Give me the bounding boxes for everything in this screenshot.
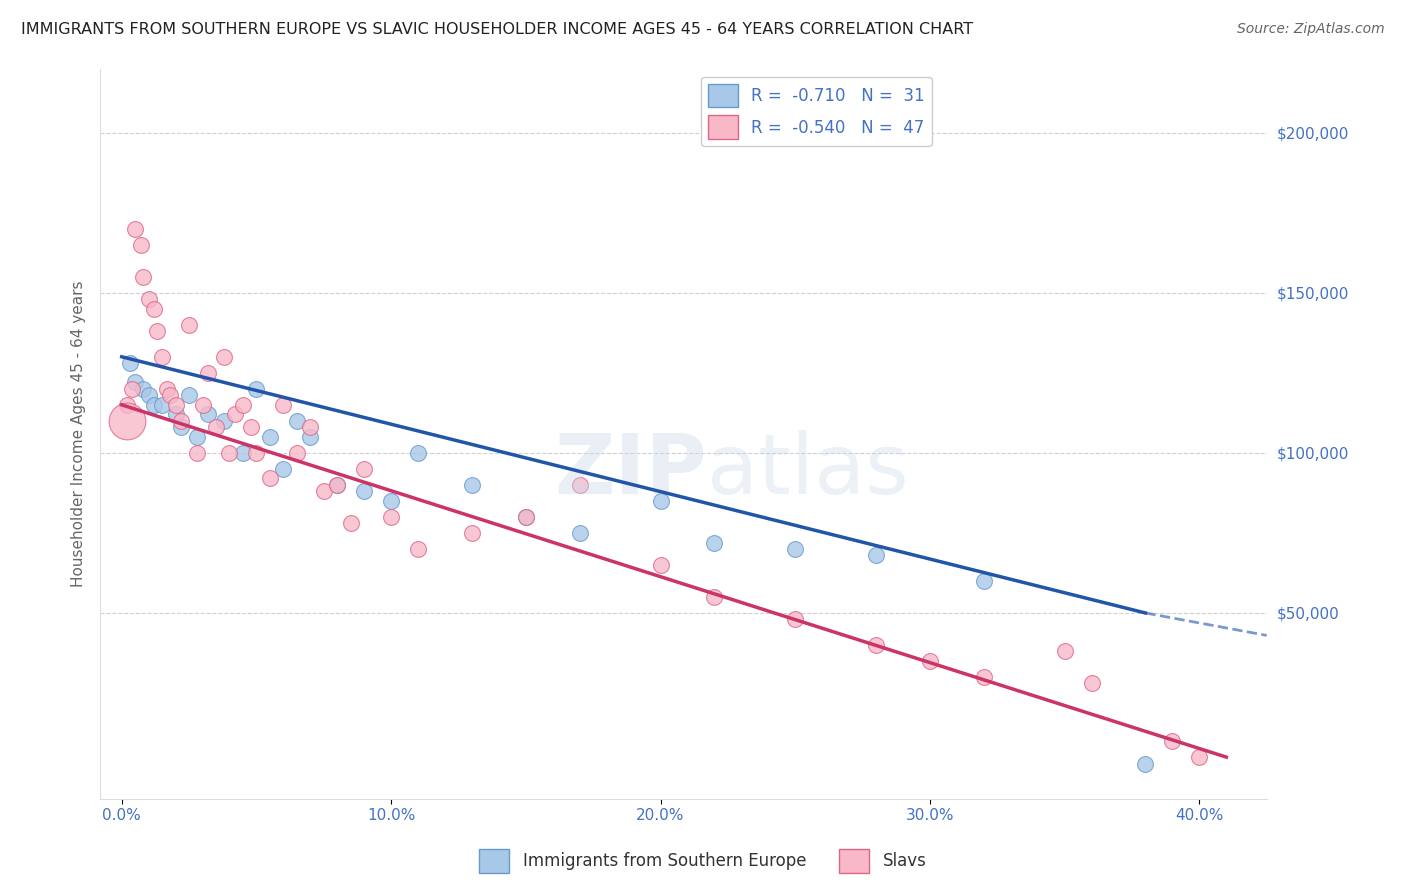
Point (124, 376, 146, 390)
Point (186, 430, 208, 444)
Point (353, 484, 375, 499)
Point (150, 398, 173, 412)
Text: Source: ZipAtlas.com: Source: ZipAtlas.com (1237, 22, 1385, 37)
Text: IMMIGRANTS FROM SOUTHERN EUROPE VS SLAVIC HOUSEHOLDER INCOME AGES 45 - 64 YEARS : IMMIGRANTS FROM SOUTHERN EUROPE VS SLAVI… (21, 22, 973, 37)
Point (129, 237, 152, 252)
Point (1161, 734, 1184, 748)
Point (865, 549, 887, 563)
Point (165, 398, 187, 412)
Point (156, 382, 179, 396)
Point (703, 590, 725, 604)
Point (353, 462, 375, 476)
Point (973, 670, 995, 684)
Point (326, 478, 349, 492)
Point (245, 382, 267, 396)
Point (118, 356, 141, 370)
Point (240, 420, 263, 434)
Point (406, 446, 429, 460)
Point (865, 638, 887, 652)
Point (259, 471, 281, 485)
Point (212, 414, 235, 428)
Point (150, 350, 173, 364)
Point (650, 494, 672, 508)
Point (461, 478, 484, 492)
Point (145, 324, 167, 338)
Legend: R =  -0.710   N =  31, R =  -0.540   N =  47: R = -0.710 N = 31, R = -0.540 N = 47 (702, 77, 932, 145)
Point (232, 446, 254, 460)
Point (232, 398, 254, 412)
Point (218, 446, 240, 460)
Point (212, 350, 235, 364)
Point (121, 382, 143, 396)
Y-axis label: Householder Income Ages 45 - 64 years: Householder Income Ages 45 - 64 years (72, 280, 86, 587)
Point (186, 446, 208, 460)
Point (259, 430, 281, 444)
Point (177, 318, 200, 332)
Point (205, 420, 228, 434)
Point (165, 408, 187, 422)
Point (650, 558, 672, 572)
Point (285, 446, 308, 460)
Point (1053, 644, 1076, 658)
Point (973, 574, 995, 588)
Point (299, 420, 322, 434)
Point (115, 414, 138, 428)
Point (191, 398, 214, 412)
Point (312, 484, 335, 499)
Point (132, 269, 155, 284)
Point (224, 408, 246, 422)
Point (197, 408, 219, 422)
Legend: Immigrants from Southern Europe, Slavs: Immigrants from Southern Europe, Slavs (472, 842, 934, 880)
Point (326, 478, 349, 492)
Point (299, 430, 322, 444)
Point (124, 221, 146, 235)
Point (197, 366, 219, 380)
Point (918, 654, 941, 668)
Point (170, 414, 193, 428)
Text: atlas: atlas (707, 430, 908, 510)
Point (568, 525, 591, 540)
Point (170, 420, 193, 434)
Point (245, 446, 267, 460)
Point (1080, 676, 1102, 690)
Point (380, 494, 402, 508)
Point (785, 541, 807, 556)
Point (785, 612, 807, 626)
Point (406, 541, 429, 556)
Point (273, 398, 295, 412)
Point (339, 516, 361, 531)
Point (132, 382, 155, 396)
Point (703, 535, 725, 549)
Point (159, 388, 181, 402)
Point (143, 398, 166, 412)
Point (380, 509, 402, 524)
Point (461, 525, 484, 540)
Text: ZIP: ZIP (554, 430, 707, 510)
Point (285, 414, 308, 428)
Point (1135, 756, 1157, 771)
Point (177, 388, 200, 402)
Point (515, 509, 537, 524)
Point (143, 301, 166, 316)
Point (515, 509, 537, 524)
Point (138, 388, 160, 402)
Point (138, 292, 160, 306)
Point (115, 398, 138, 412)
Point (568, 478, 591, 492)
Point (1188, 750, 1211, 764)
Point (273, 462, 295, 476)
